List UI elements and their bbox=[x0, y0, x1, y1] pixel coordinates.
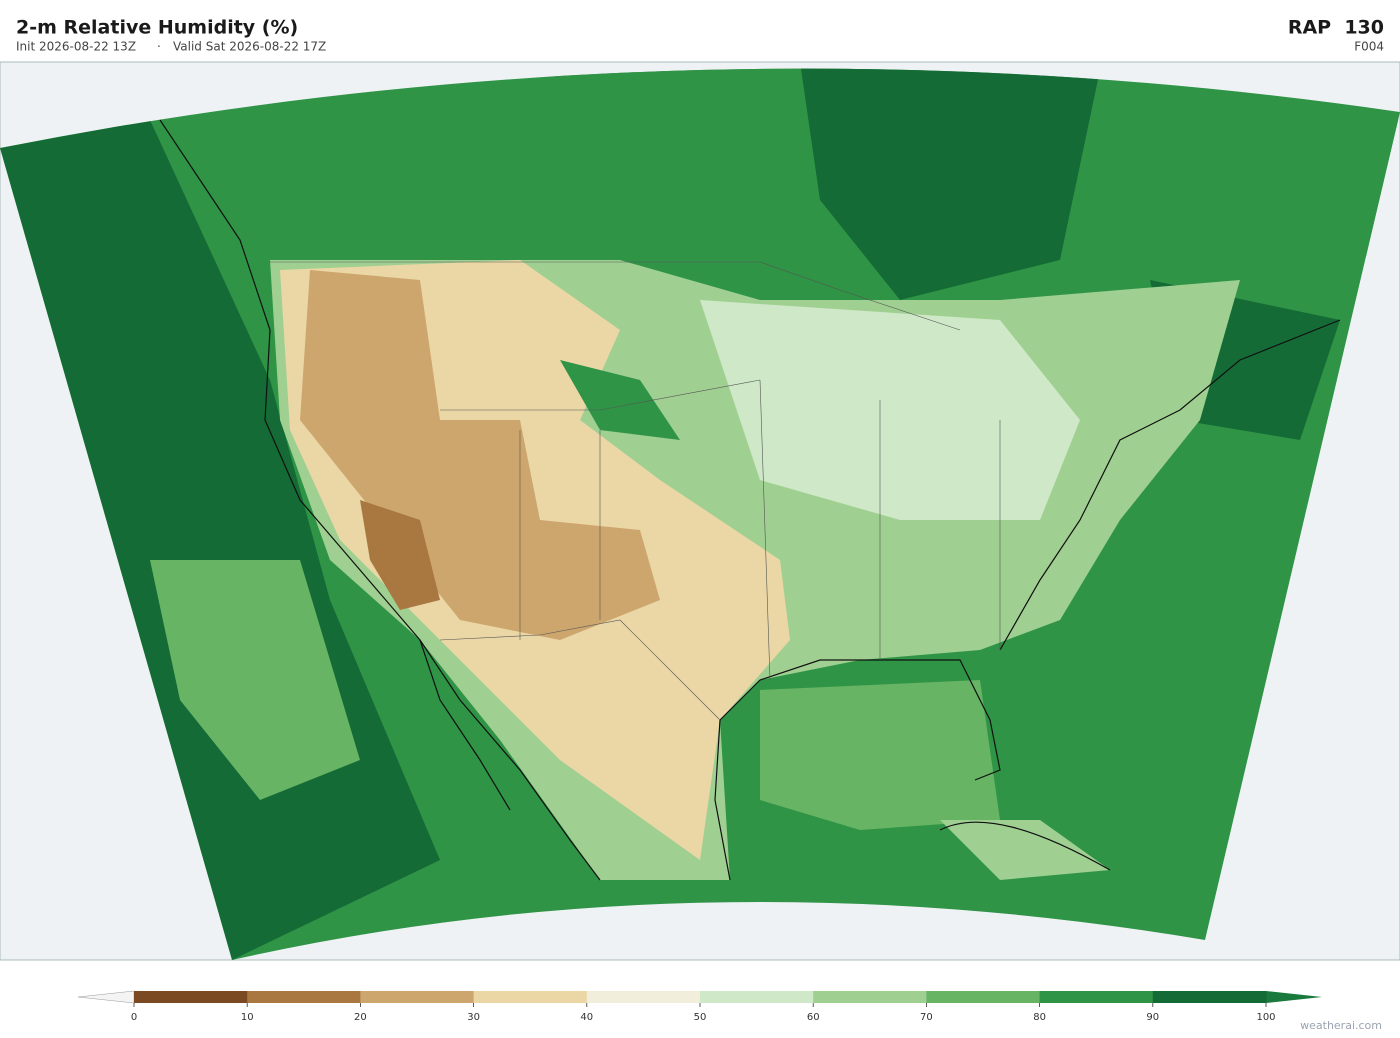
colorbar-segment bbox=[1152, 991, 1267, 1003]
colorbar-segment bbox=[926, 991, 1041, 1003]
colorbar-segment bbox=[247, 991, 361, 1003]
init-time: Init 2026-08-22 13Z bbox=[16, 40, 136, 54]
title: 2-m Relative Humidity (%) bbox=[16, 17, 298, 39]
colorbar-tick-label: 30 bbox=[467, 1012, 480, 1023]
colorbar-tick-label: 80 bbox=[1033, 1012, 1046, 1023]
colorbar-segment bbox=[360, 991, 475, 1003]
colorbar-tick-label: 20 bbox=[354, 1012, 367, 1023]
map bbox=[0, 61, 1400, 961]
colorbar-tick-label: 90 bbox=[1146, 1012, 1159, 1023]
colorbar: 0 10 20 30 40 50 60 70 80 90 100 bbox=[77, 990, 1322, 1023]
colorbar-over bbox=[1266, 991, 1322, 1003]
valid-time: Valid Sat 2026-08-22 17Z bbox=[173, 40, 326, 54]
colorbar-tick-label: 10 bbox=[241, 1012, 254, 1023]
colorbar-tick-label: 70 bbox=[920, 1012, 933, 1023]
colorbar-segment bbox=[586, 991, 701, 1003]
colorbar-segment bbox=[134, 991, 248, 1003]
colorbar-tick-label: 100 bbox=[1256, 1012, 1275, 1023]
colorbar-tick-label: 40 bbox=[580, 1012, 593, 1023]
colorbar-segment bbox=[700, 991, 814, 1003]
forecast-hour: F004 bbox=[1354, 40, 1384, 54]
colorbar-tick-label: 60 bbox=[807, 1012, 820, 1023]
colorbar-tick-label: 50 bbox=[694, 1012, 707, 1023]
colorbar-segment bbox=[1039, 991, 1154, 1003]
borders bbox=[270, 261, 1001, 721]
credit: weatherai.com bbox=[1300, 1019, 1382, 1032]
model: RAP 130 bbox=[1288, 17, 1384, 39]
humidity-field bbox=[0, 68, 1400, 960]
colorbar-segment bbox=[813, 991, 927, 1003]
colorbar-segment bbox=[473, 991, 588, 1003]
separator: · bbox=[157, 40, 161, 54]
colorbar-tick-label: 0 bbox=[131, 1012, 137, 1023]
